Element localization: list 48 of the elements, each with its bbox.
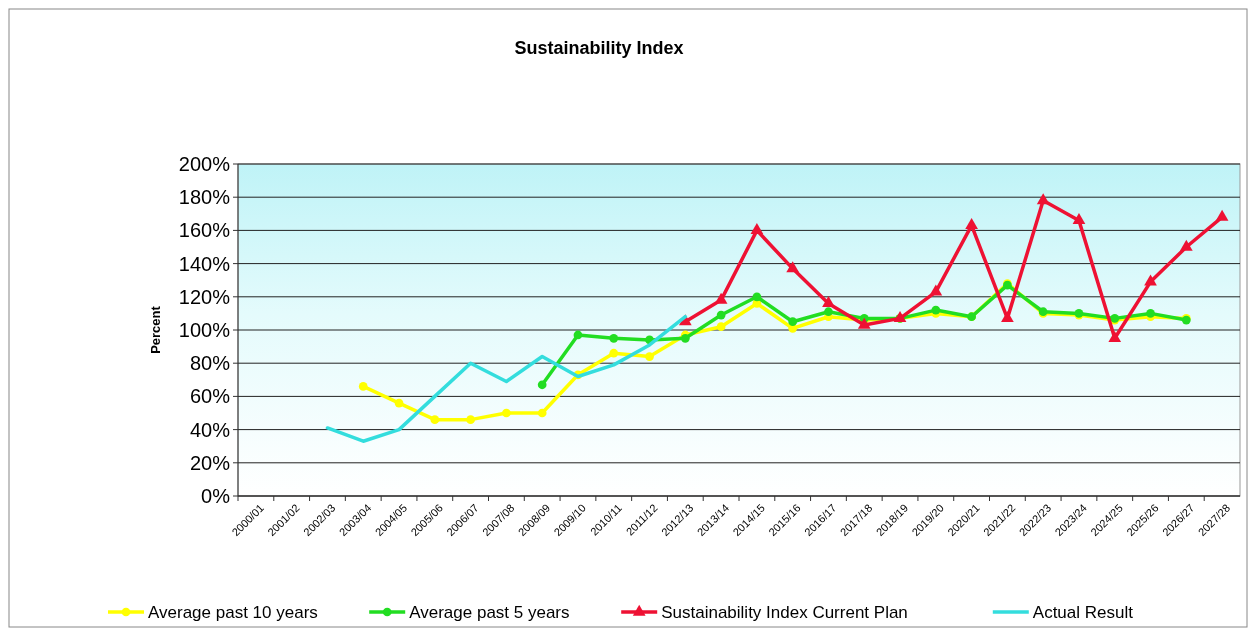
point xyxy=(430,415,440,424)
point xyxy=(1215,209,1229,221)
point xyxy=(1144,274,1157,286)
point xyxy=(394,398,404,408)
point xyxy=(1179,239,1193,251)
point xyxy=(1036,193,1050,205)
chart-title: Sustainability Index xyxy=(514,38,684,58)
y-tick-label: 180% xyxy=(178,186,231,209)
point xyxy=(752,292,762,302)
point xyxy=(750,223,764,235)
point xyxy=(502,408,511,418)
point xyxy=(788,317,798,327)
point xyxy=(609,333,619,343)
y-tick-label: 40% xyxy=(189,418,231,441)
y-tick-label: 60% xyxy=(189,385,231,408)
point xyxy=(645,352,654,361)
legend-label: Actual Result xyxy=(1032,602,1134,622)
point xyxy=(537,380,547,390)
point xyxy=(609,348,619,358)
y-tick-label: 120% xyxy=(178,285,231,308)
point xyxy=(466,415,475,424)
point xyxy=(824,307,833,317)
point xyxy=(1072,213,1086,225)
point xyxy=(931,305,941,315)
point xyxy=(786,261,800,273)
point xyxy=(965,218,978,230)
point xyxy=(358,382,368,391)
legend-label: Sustainability Index Current Plan xyxy=(661,602,908,622)
y-tick-label: 20% xyxy=(189,451,231,474)
point xyxy=(857,317,871,329)
point xyxy=(716,310,726,320)
legend-label: Average past 5 years xyxy=(409,602,570,622)
y-tick-label: 200% xyxy=(178,153,231,175)
point xyxy=(1146,309,1155,318)
y-tick-label: 0% xyxy=(201,485,231,507)
y-tick-label: 160% xyxy=(178,219,231,242)
y-tick-label: 100% xyxy=(178,319,231,341)
point xyxy=(929,284,943,296)
y-axis-title: Percent xyxy=(148,305,163,354)
point xyxy=(822,296,835,308)
point xyxy=(537,408,547,418)
point xyxy=(716,322,726,332)
y-tick-label: 140% xyxy=(178,252,231,275)
point xyxy=(573,330,583,340)
y-tick-label: 80% xyxy=(189,352,231,375)
point xyxy=(714,292,728,304)
point xyxy=(1001,311,1014,323)
legend-label: Average past 10 years xyxy=(148,602,318,622)
